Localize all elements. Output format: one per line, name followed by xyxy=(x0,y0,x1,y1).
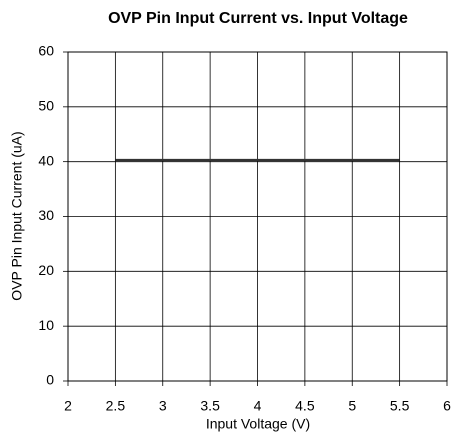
x-tick-label: 4.5 xyxy=(295,398,315,414)
x-tick-label: 6 xyxy=(443,398,451,414)
y-tick-label: 10 xyxy=(38,317,54,333)
y-tick-label: 0 xyxy=(46,372,54,388)
y-tick-label: 20 xyxy=(38,262,54,278)
y-tick-label: 30 xyxy=(38,207,54,223)
x-tick-label: 5.5 xyxy=(390,398,410,414)
y-axis-title: OVP Pin Input Current (uA) xyxy=(9,131,25,300)
chart-title: OVP Pin Input Current vs. Input Voltage xyxy=(108,10,408,27)
y-tick-label: 60 xyxy=(38,43,54,59)
x-tick-label: 5 xyxy=(348,398,356,414)
x-tick-label: 4 xyxy=(254,398,262,414)
x-tick-label: 2.5 xyxy=(106,398,126,414)
x-tick-label: 3.5 xyxy=(200,398,220,414)
y-tick-label: 40 xyxy=(38,152,54,168)
x-tick-label: 2 xyxy=(64,398,72,414)
y-tick-label: 50 xyxy=(38,98,54,114)
x-tick-label: 3 xyxy=(159,398,167,414)
x-axis-title: Input Voltage (V) xyxy=(206,416,310,432)
